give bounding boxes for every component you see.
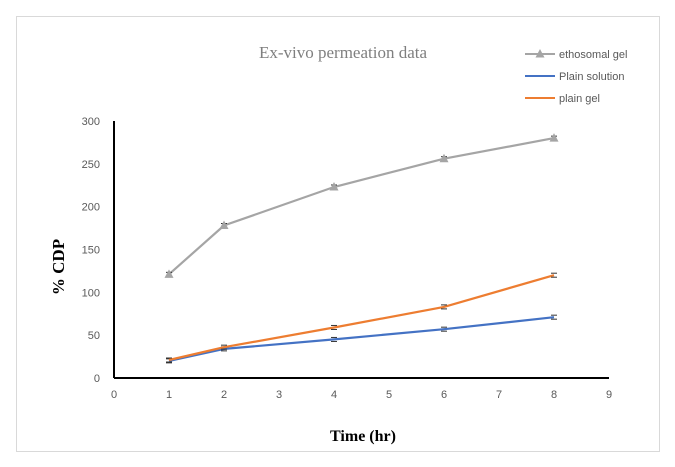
- y-tick-label: 100: [82, 287, 100, 299]
- x-axis-label: Time (hr): [330, 428, 396, 445]
- legend-label: plain gel: [559, 93, 600, 105]
- axes: 0 50 100 150 200 250 300 0 1 2 3 4 5 6 7 8 9: [82, 116, 612, 401]
- data-point: [329, 181, 339, 191]
- chart-title: Ex-vivo permeation data: [259, 43, 428, 62]
- x-tick-label: 0: [111, 389, 117, 401]
- x-tick-label: 3: [276, 389, 282, 401]
- y-axis-label: % CDP: [49, 239, 68, 295]
- series-layer: [164, 133, 559, 364]
- data-point: [164, 269, 174, 278]
- y-tick-label: 250: [82, 159, 100, 171]
- x-tick-label: 9: [606, 389, 612, 401]
- x-tick-label: 1: [166, 389, 172, 401]
- x-tick-label: 6: [441, 389, 447, 401]
- y-tick-label: 200: [82, 202, 100, 214]
- series-line: [168, 137, 555, 276]
- series-line: [168, 274, 555, 362]
- y-tick-label: 300: [82, 116, 100, 128]
- x-tick-label: 7: [496, 389, 502, 401]
- legend: ethosomal gel Plain solution plain gel: [525, 49, 628, 105]
- x-tick-label: 4: [331, 389, 337, 401]
- data-point: [549, 133, 559, 142]
- legend-marker: [535, 49, 545, 58]
- data-point: [219, 220, 229, 230]
- x-tick-label: 5: [386, 389, 392, 401]
- y-tick-label: 150: [82, 245, 100, 257]
- series-line: [168, 316, 555, 362]
- line-chart: Ex-vivo permeation data % CDP Time (hr) …: [49, 43, 628, 445]
- legend-label: Plain solution: [559, 71, 624, 83]
- chart-area: Ex-vivo permeation data % CDP Time (hr) …: [16, 16, 660, 452]
- legend-label: ethosomal gel: [559, 49, 628, 61]
- data-point: [439, 153, 449, 163]
- y-tick-label: 0: [94, 373, 100, 385]
- y-tick-label: 50: [88, 330, 100, 342]
- x-tick-label: 8: [551, 389, 557, 401]
- x-tick-label: 2: [221, 389, 227, 401]
